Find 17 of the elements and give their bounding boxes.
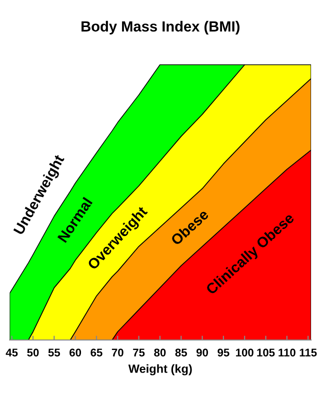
- x-tick-label: 85: [175, 348, 187, 356]
- chart-title: Body Mass Index (BMI): [82, 20, 240, 34]
- x-tick-label: 75: [133, 348, 145, 356]
- x-tick-label: 90: [196, 348, 208, 356]
- x-tick-label: 60: [70, 348, 82, 356]
- x-tick-label: 110: [278, 348, 296, 356]
- x-tick-label: 55: [48, 348, 60, 356]
- x-tick-label: 80: [154, 348, 166, 356]
- x-tick-label: 100: [236, 348, 254, 356]
- x-axis-title: Weight (kg): [128, 364, 192, 376]
- x-tick-label: 95: [218, 348, 230, 356]
- x-tick-label: 65: [90, 348, 102, 356]
- x-tick-label: 115: [300, 348, 317, 356]
- x-tick-label: 50: [27, 348, 39, 356]
- x-tick-label: 45: [6, 348, 18, 356]
- x-tick-label: 70: [112, 348, 124, 356]
- x-tick-label: 105: [257, 348, 275, 356]
